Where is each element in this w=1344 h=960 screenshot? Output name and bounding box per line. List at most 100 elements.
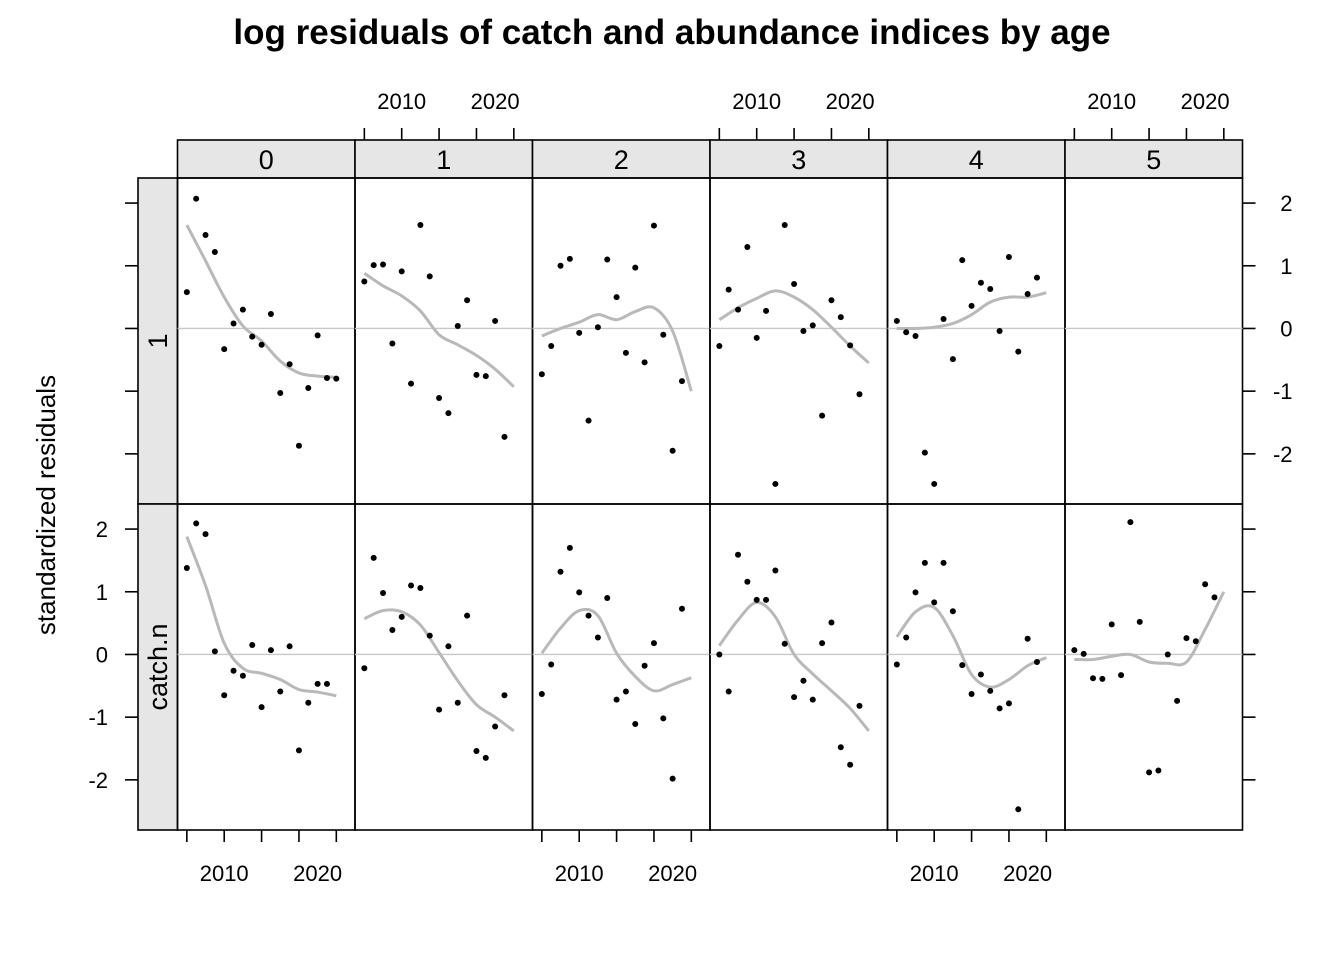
- residual-point-catch.n-1: [389, 627, 396, 634]
- residual-point-catch.n-0: [230, 667, 237, 674]
- residual-point-1-2: [594, 324, 601, 331]
- residual-point-1-3: [744, 243, 751, 250]
- residual-point-catch.n-2: [678, 605, 685, 612]
- strip-label-row-1: 1: [143, 333, 173, 348]
- residual-point-1-1: [370, 262, 377, 269]
- residual-point-catch.n-0: [221, 692, 228, 699]
- panel-1-5: [1064, 177, 1244, 505]
- y-tick-label: 2: [1280, 191, 1292, 216]
- residual-point-catch.n-5: [1090, 675, 1097, 682]
- residual-point-catch.n-4: [977, 671, 984, 678]
- chart-title: log residuals of catch and abundance ind…: [233, 13, 1110, 52]
- residual-point-catch.n-2: [604, 595, 611, 602]
- residual-point-catch.n-1: [473, 748, 480, 755]
- smooth-line-catch.n-3: [718, 600, 870, 732]
- strip-age-5: [1064, 139, 1244, 179]
- residual-point-1-1: [473, 371, 480, 378]
- residual-point-1-4: [1024, 290, 1031, 297]
- residual-point-1-2: [613, 294, 620, 301]
- residual-point-catch.n-4: [996, 705, 1003, 712]
- residual-point-catch.n-1: [426, 632, 433, 639]
- residual-point-1-2: [576, 329, 583, 336]
- residual-point-1-0: [249, 333, 256, 340]
- residual-point-catch.n-3: [744, 578, 751, 585]
- residual-point-catch.n-4: [949, 608, 956, 615]
- residual-point-catch.n-0: [323, 680, 330, 687]
- panel-1-0: [176, 177, 356, 505]
- strip-row-catch.n: [137, 503, 179, 831]
- y-tick-label: -1: [88, 705, 108, 730]
- residual-point-1-2: [632, 264, 639, 271]
- residual-point-catch.n-5: [1174, 697, 1181, 704]
- residual-point-catch.n-5: [1118, 672, 1125, 679]
- smooth-line-catch.n-5: [1074, 591, 1226, 667]
- strip-label-age-2: 2: [614, 145, 629, 175]
- residual-point-1-2: [566, 255, 573, 262]
- residual-point-1-0: [230, 320, 237, 327]
- x-tick-label: 2010: [910, 861, 959, 886]
- residual-point-catch.n-3: [716, 651, 723, 658]
- residual-point-catch.n-4: [940, 559, 947, 566]
- residual-point-catch.n-5: [1071, 647, 1078, 654]
- residual-point-1-2: [669, 447, 676, 454]
- residual-point-1-2: [660, 331, 667, 338]
- residual-point-catch.n-3: [772, 567, 779, 574]
- strip-label-age-5: 5: [1146, 145, 1161, 175]
- residual-point-1-0: [211, 248, 218, 255]
- residual-point-1-3: [781, 222, 788, 229]
- residual-point-1-3: [791, 280, 798, 287]
- panel-catch.n-5: [1064, 503, 1244, 831]
- residual-point-1-1: [398, 268, 405, 275]
- strip-age-0: [176, 139, 356, 179]
- residual-point-1-2: [622, 349, 629, 356]
- y-tick-label: -1: [1273, 379, 1293, 404]
- residual-point-catch.n-4: [959, 662, 966, 669]
- residual-point-1-0: [202, 232, 209, 239]
- panel-1-1: [354, 177, 534, 505]
- residual-point-1-0: [267, 311, 274, 318]
- smooth-line-catch.n-0: [185, 536, 337, 698]
- residual-point-catch.n-2: [669, 775, 676, 782]
- residual-point-catch.n-0: [258, 704, 265, 711]
- strip-age-1: [354, 139, 534, 179]
- residual-point-catch.n-5: [1080, 650, 1087, 657]
- residual-point-catch.n-1: [436, 706, 443, 713]
- panel-1-4: [886, 177, 1066, 505]
- residual-point-catch.n-1: [492, 723, 499, 730]
- residual-point-catch.n-0: [295, 747, 302, 754]
- residual-point-1-2: [678, 378, 685, 385]
- residual-point-catch.n-0: [277, 688, 284, 695]
- residual-point-catch.n-5: [1192, 638, 1199, 645]
- panel-catch.n-0: [176, 503, 356, 831]
- residual-point-1-1: [380, 261, 387, 268]
- strip-label-age-3: 3: [791, 145, 806, 175]
- residual-point-1-1: [408, 380, 415, 387]
- residual-point-catch.n-1: [454, 699, 461, 706]
- residual-point-1-0: [193, 195, 200, 202]
- residual-point-catch.n-2: [650, 640, 657, 647]
- residual-point-1-4: [921, 449, 928, 456]
- x-tick-label: 2020: [471, 89, 520, 114]
- residual-point-catch.n-1: [408, 582, 415, 589]
- residual-point-catch.n-3: [800, 677, 807, 684]
- residual-point-1-0: [323, 374, 330, 381]
- residual-point-catch.n-3: [819, 640, 826, 647]
- x-tick-label: 2020: [293, 861, 342, 886]
- residual-point-1-1: [454, 322, 461, 329]
- residual-point-catch.n-5: [1108, 621, 1115, 628]
- residual-point-catch.n-5: [1183, 635, 1190, 642]
- residual-point-1-0: [239, 306, 246, 313]
- y-tick-label: 2: [96, 517, 108, 542]
- residual-point-1-4: [903, 329, 910, 336]
- x-tick-label: 2020: [648, 861, 697, 886]
- residual-point-1-1: [426, 273, 433, 280]
- residual-point-1-1: [501, 433, 508, 440]
- residual-point-catch.n-4: [903, 634, 910, 641]
- residual-point-1-3: [856, 391, 863, 398]
- residual-point-1-1: [445, 410, 452, 417]
- residual-point-catch.n-3: [791, 694, 798, 701]
- residual-point-catch.n-4: [1024, 635, 1031, 642]
- residual-point-1-4: [893, 317, 900, 324]
- residual-point-catch.n-5: [1146, 769, 1153, 776]
- residual-point-catch.n-0: [267, 647, 274, 654]
